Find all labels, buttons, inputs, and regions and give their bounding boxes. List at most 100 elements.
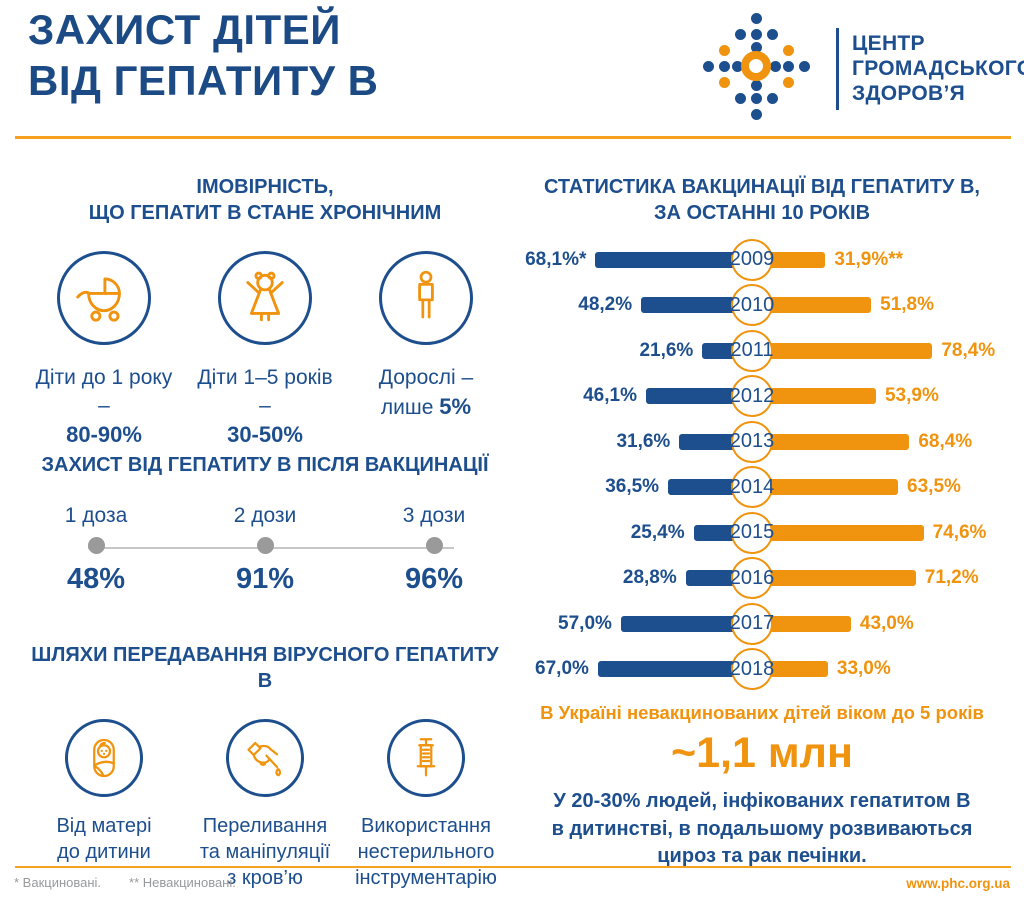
chronic-item-line1: Діти 1–5 років – <box>197 365 333 418</box>
phc-logo-icon <box>700 10 812 122</box>
logo-dot <box>734 28 746 40</box>
website-link[interactable]: www.phc.org.ua <box>906 876 1010 891</box>
vaccinated-bar <box>595 251 764 268</box>
logo-dot <box>750 108 762 120</box>
year-circle: 2010 <box>729 284 775 326</box>
page-title: ЗАХИСТ ДІТЕЙ ВІД ГЕПАТИТУ В <box>28 4 378 106</box>
dose-steps: 1 доза 48% 2 дози 91% 3 дози 96% <box>28 504 502 596</box>
chart-row: 2016 28,8% 71,2% <box>512 556 1012 602</box>
transmission-item: Переливання та маніпуляції з кров’ю <box>189 718 341 891</box>
logo-dot <box>782 60 794 72</box>
chronic-item: Діти 1–5 років – 30-50% <box>189 250 341 451</box>
stats-block: В Україні невакцинованих дітей віком до … <box>512 702 1012 871</box>
chronic-item-value: 30-50% <box>227 422 303 448</box>
footer-divider <box>15 866 1011 868</box>
logo-text-line3: ЗДОРОВ’Я <box>852 82 966 106</box>
transmission-item-line: Переливання <box>202 814 328 837</box>
stats-paragraph-line3: цироз та рак печінки. <box>657 845 867 868</box>
year-label: 2016 <box>729 566 775 589</box>
footnotes: * Вакциновані. ** Невакциновані. <box>14 875 236 890</box>
chronic-item-value-line: лише 5% <box>379 392 473 422</box>
year-label: 2017 <box>729 612 775 634</box>
transmission-items: Від матері до дитини Переливання та маніпул… <box>28 718 502 891</box>
footnote-unvaccinated: ** Невакциновані. <box>129 875 236 890</box>
transmission-item-line: інструментарію <box>355 866 497 889</box>
chronic-item: Дорослі – лише 5% <box>350 250 502 451</box>
section-transmission-title: ШЛЯХИ ПЕРЕДАВАННЯ ВІРУСНОГО ГЕПАТИТУ В <box>31 644 499 693</box>
adult-icon <box>418 270 434 319</box>
child-icon <box>246 271 284 321</box>
dose-dot-icon <box>256 537 274 555</box>
dose-label: 1 доза <box>64 504 128 528</box>
chronic-item-label: Діти до 1 року – 80-90% <box>28 364 180 451</box>
icon-circle <box>218 250 312 345</box>
chronic-item-line1: Дорослі – <box>378 365 474 389</box>
stats-paragraph-line1: У 20-30% людей, інфікованих гепатитом В <box>553 790 971 812</box>
logo-dot <box>782 44 794 56</box>
logo-dot <box>750 92 762 104</box>
chronic-item-value-line: 80-90% <box>28 420 180 450</box>
chronic-item-value-line: 30-50% <box>189 420 341 450</box>
year-circle: 2018 <box>730 648 774 690</box>
chart-title-line2: ЗА ОСТАННІ 10 РОКІВ <box>653 202 871 224</box>
unvaccinated-value-label: 53,9% <box>884 385 939 407</box>
chronic-item-value-prefix: лише <box>380 396 440 420</box>
section-vaccine-protection: ЗАХИСТ ВІД ГЕПАТИТУ В ПІСЛЯ ВАКЦИНАЦІЇ 1… <box>28 452 502 596</box>
year-label: 2010 <box>729 293 775 316</box>
dose-step: 2 дози 91% <box>205 504 325 596</box>
vaccination-chart: СТАТИСТИКА ВАКЦИНАЦІЇ ВІД ГЕПАТИТУ В, ЗА… <box>512 174 1012 692</box>
transmission-item: Використання нестерильного інструментарію <box>350 718 502 891</box>
year-label: 2012 <box>729 384 775 407</box>
logo-text-line2: ГРОМАДСЬКОГО <box>852 57 1024 81</box>
unvaccinated-bar <box>740 433 910 450</box>
chronic-item-line1: Діти до 1 року – <box>35 365 173 418</box>
transmission-item-line: Від матері <box>56 814 152 837</box>
year-circle: 2014 <box>730 466 774 508</box>
icon-circle <box>387 718 465 797</box>
unvaccinated-value-label: 78,4% <box>941 339 996 361</box>
transmission-item-label: Переливання та маніпуляції з кров’ю <box>200 813 330 891</box>
year-circle: 2017 <box>729 602 775 645</box>
footnote-vaccinated: * Вакциновані. <box>14 875 102 890</box>
chronic-item: Діти до 1 року – 80-90% <box>28 250 180 451</box>
vaccinated-value-label: 31,6% <box>616 430 671 452</box>
chart-row: 2017 57,0% 43,0% <box>512 601 1012 647</box>
year-circle: 2009 <box>729 238 775 281</box>
year-label: 2013 <box>729 430 775 452</box>
chart-row: 2011 21,6% 78,4% <box>512 328 1012 374</box>
year-circle: 2013 <box>729 420 775 463</box>
logo-dot <box>718 44 730 56</box>
syringe-icon <box>416 737 436 777</box>
unvaccinated-bar <box>740 570 916 586</box>
logo-dot <box>766 28 778 40</box>
logo-dot <box>750 28 762 40</box>
dose-dot-icon <box>87 537 105 555</box>
chart-title: СТАТИСТИКА ВАКЦИНАЦІЇ ВІД ГЕПАТИТУ В, ЗА… <box>512 174 1012 226</box>
section-chronic-probability: ІМОВІРНІСТЬ, ЩО ГЕПАТИТ В СТАНЕ ХРОНІЧНИ… <box>28 174 502 451</box>
vaccinated-value-label: 21,6% <box>639 339 694 361</box>
logo-dot <box>769 60 781 72</box>
vaccinated-value-label: 46,1% <box>583 385 637 407</box>
dose-step: 1 доза 48% <box>36 504 156 596</box>
year-circle: 2016 <box>729 557 775 599</box>
section-doses-title: ЗАХИСТ ВІД ГЕПАТИТУ В ПІСЛЯ ВАКЦИНАЦІЇ <box>41 454 489 476</box>
vaccinated-bar <box>597 661 764 677</box>
logo-dot <box>782 76 794 88</box>
page-title-line2: ВІД ГЕПАТИТУ В <box>28 57 379 105</box>
year-label: 2009 <box>729 248 775 270</box>
blood-hand-icon <box>247 741 282 777</box>
logo-dot <box>731 60 743 72</box>
logo-dot <box>718 60 730 72</box>
dose-label: 3 дози <box>402 504 466 528</box>
year-label: 2011 <box>730 339 774 361</box>
year-circle: 2015 <box>730 511 774 554</box>
section-chronic-title: ІМОВІРНІСТЬ, ЩО ГЕПАТИТ В СТАНЕ ХРОНІЧНИ… <box>28 174 502 227</box>
logo-text-line1: ЦЕНТР <box>852 32 925 55</box>
section-chronic-title-line1: ІМОВІРНІСТЬ, <box>196 176 334 198</box>
chronic-item-value: 5% <box>439 394 472 420</box>
header-divider <box>15 136 1011 139</box>
logo-dot <box>734 92 746 104</box>
vaccinated-value-label: 67,0% <box>535 658 589 680</box>
stroller-icon <box>76 277 121 322</box>
logo-dot <box>750 12 762 24</box>
